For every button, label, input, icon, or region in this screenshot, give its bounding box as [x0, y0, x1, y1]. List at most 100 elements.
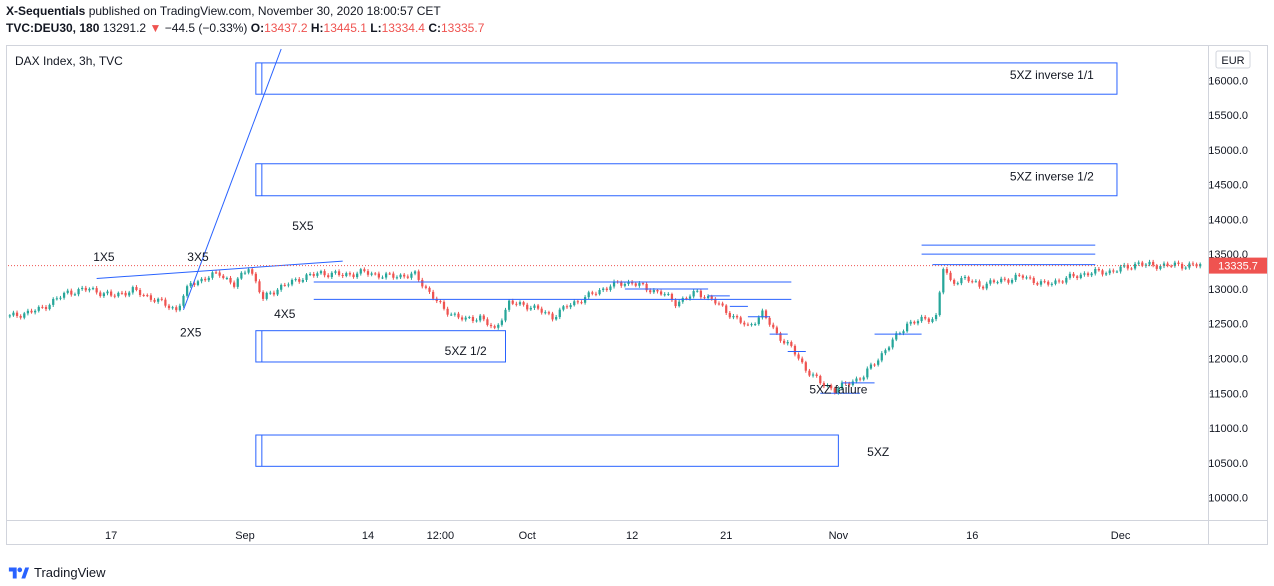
candle-body	[117, 292, 120, 297]
candle-body	[167, 305, 171, 309]
candle-body	[327, 275, 330, 278]
candle-body	[782, 340, 786, 344]
annotation-label: 5X5	[292, 219, 314, 233]
candle-body	[475, 320, 478, 322]
candle-body	[547, 312, 551, 314]
candle-body	[305, 274, 308, 280]
candle-body	[656, 290, 659, 292]
last-price: 13291.2	[102, 21, 147, 35]
time-tick-label: Dec	[1111, 530, 1131, 542]
candle-body	[500, 320, 504, 325]
candle-body	[826, 385, 829, 387]
candle-body	[996, 282, 999, 284]
annotation-label: 5XZ inverse 1/1	[1010, 68, 1094, 82]
candle-body	[81, 287, 84, 290]
candle-body	[77, 289, 80, 295]
candle-body	[153, 299, 156, 302]
candle-body	[392, 273, 395, 278]
candle-body	[591, 292, 594, 294]
candle-body	[66, 290, 69, 293]
candle-body	[728, 312, 731, 318]
candle-body	[276, 289, 279, 295]
price-tick-label: 12000.0	[1208, 354, 1248, 366]
candle-body	[562, 306, 565, 310]
candle-body	[949, 272, 952, 280]
candle-body	[453, 313, 456, 315]
candle-body	[786, 342, 789, 344]
candle-body	[768, 317, 771, 325]
candle-body	[1133, 263, 1137, 269]
candle-body	[233, 282, 236, 287]
candle-body	[283, 284, 286, 286]
author-name[interactable]: X-Sequentials	[6, 4, 86, 18]
candle-body	[678, 301, 681, 307]
candle-body	[377, 273, 380, 278]
candle-body	[185, 286, 189, 296]
candle-body	[435, 298, 438, 302]
candle-body	[641, 283, 645, 285]
candle-body	[497, 324, 500, 328]
candle-body	[55, 298, 58, 300]
candle-body	[30, 310, 33, 313]
candle-body	[638, 283, 641, 286]
candle-body	[1090, 273, 1093, 276]
candle-body	[15, 312, 19, 316]
candle-body	[1199, 264, 1202, 267]
annotation-label: 1X5	[93, 250, 115, 264]
candle-body	[337, 271, 341, 276]
candle-body	[992, 280, 996, 283]
footer-brand[interactable]: TradingView	[8, 565, 106, 580]
time-tick-label: Sep	[235, 530, 255, 542]
time-tick-label: Oct	[519, 530, 536, 542]
candle-body	[931, 319, 934, 322]
annotation-label: 5XZ	[867, 445, 889, 459]
price-tick-label: 15500.0	[1208, 110, 1248, 122]
time-axis[interactable]: 17 Sep 14 12:00 Oct 12 21 Nov 16 Dec	[105, 530, 1131, 542]
level-box	[255, 330, 506, 363]
candle-body	[142, 295, 145, 297]
candle-body	[200, 278, 203, 282]
chart-border	[6, 45, 1268, 545]
candle-body	[446, 308, 449, 315]
candle-body	[981, 286, 985, 289]
candle-body	[48, 304, 51, 310]
candle-body	[1152, 261, 1155, 266]
low-label: L:	[370, 21, 382, 35]
candle-body	[124, 292, 127, 296]
candle-body	[529, 307, 532, 310]
candle-body	[442, 301, 446, 309]
candle-body	[569, 305, 572, 308]
time-tick-label: 17	[105, 530, 117, 542]
currency-box[interactable]	[1215, 50, 1251, 69]
candle-body	[1170, 265, 1173, 267]
candle-body	[533, 305, 536, 308]
candle-body	[793, 345, 797, 355]
trend-line	[96, 260, 343, 280]
candle-body	[594, 293, 598, 295]
candle-body	[754, 324, 757, 326]
candle-body	[873, 364, 876, 366]
candle-body	[308, 274, 312, 276]
candle-body	[1068, 273, 1072, 278]
candle-body	[251, 269, 254, 274]
candle-body	[330, 272, 333, 278]
candle-body	[1050, 283, 1053, 285]
chart-panel[interactable]: 1X5 3X5 5X5 2X5 4X5 5XZ 1/2 5XZ failure 5XZ 5XZ …	[6, 45, 1268, 545]
candle-body	[652, 290, 655, 293]
annotation-label: 4X5	[274, 307, 296, 321]
price-tick-label: 13000.0	[1208, 284, 1248, 296]
price-tick-label: 14000.0	[1208, 214, 1248, 226]
price-axis[interactable]: 16000.015500.015000.014500.014000.013500…	[1208, 75, 1267, 505]
candle-body	[797, 354, 800, 359]
candle-body	[135, 287, 138, 291]
last-price-tag	[1209, 257, 1267, 274]
candle-body	[739, 317, 742, 323]
low-value: 13334.4	[381, 21, 425, 35]
price-chart[interactable]: 1X5 3X5 5X5 2X5 4X5 5XZ 1/2 5XZ failure 5XZ 5XZ …	[6, 45, 1268, 545]
candle-body	[696, 290, 699, 292]
candle-body	[99, 292, 102, 297]
candle-body	[323, 271, 326, 276]
symbol-label[interactable]: TVC:DEU30, 180	[6, 21, 100, 35]
candle-body	[413, 271, 417, 274]
candle-body	[920, 316, 923, 322]
